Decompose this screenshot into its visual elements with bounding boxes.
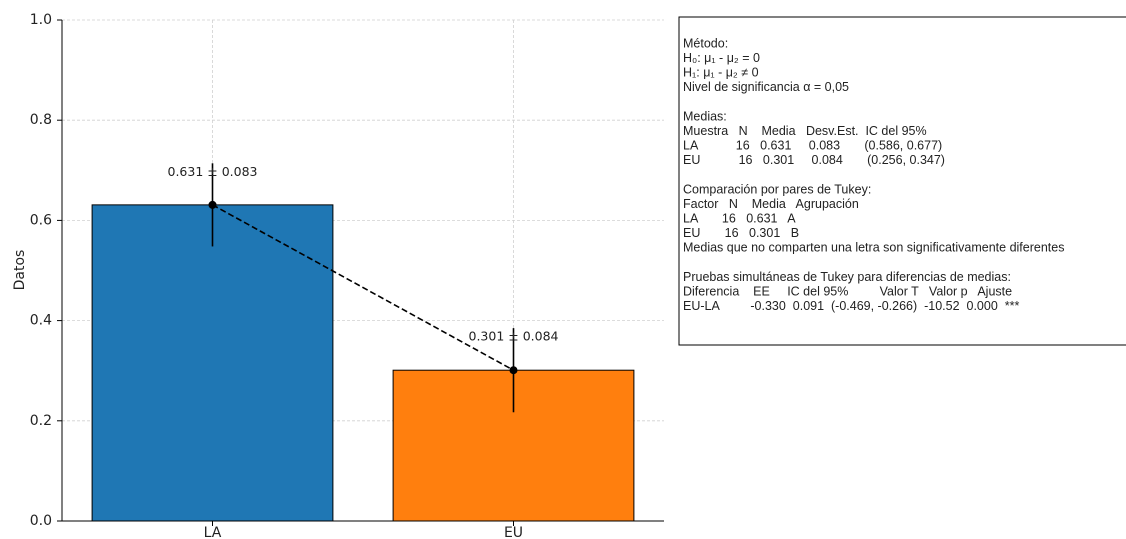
mean-line xyxy=(212,204,514,371)
stats-line: EU 16 0.301 0.084 (0.256, 0.347) xyxy=(683,153,945,167)
mean-dot xyxy=(208,200,217,209)
stats-line: LA 16 0.631 A xyxy=(683,211,796,225)
stats-line: H₀: μ₁ - μ₂ = 0 xyxy=(683,51,760,65)
stats-line: Pruebas simultáneas de Tukey para difere… xyxy=(683,270,1011,284)
y-tick-label: 0.4 xyxy=(30,313,52,329)
mean-dot xyxy=(509,366,518,375)
stats-line: Comparación por pares de Tukey: xyxy=(683,182,871,196)
value-label: 0.301 ± 0.084 xyxy=(469,329,559,344)
x-tick-label: EU xyxy=(504,525,523,539)
stats-line: EU 16 0.301 B xyxy=(683,226,799,240)
y-axis-label: Datos xyxy=(12,250,28,291)
stats-line: H₁: μ₁ - μ₂ ≠ 0 xyxy=(683,65,759,79)
y-tick-label: 0.6 xyxy=(30,212,52,228)
y-tick-label: 0.8 xyxy=(30,112,52,128)
bar xyxy=(91,204,334,522)
y-tick-label: 1.0 xyxy=(30,12,52,28)
stats-line: EU-LA -0.330 0.091 (-0.469, -0.266) -10.… xyxy=(683,299,1019,313)
stats-line: Nivel de significancia α = 0,05 xyxy=(683,80,849,94)
stats-line: Muestra N Media Desv.Est. IC del 95% xyxy=(683,124,927,138)
stats-box xyxy=(678,16,1126,346)
stats-text: Método:H₀: μ₁ - μ₂ = 0H₁: μ₁ - μ₂ ≠ 0Niv… xyxy=(683,36,1064,313)
stats-line: Factor N Media Agrupación xyxy=(683,197,859,211)
stats-line: Método: xyxy=(683,36,728,50)
stats-line: Medias: xyxy=(683,109,727,123)
y-tick-label: 0.0 xyxy=(30,513,52,529)
stats-line: Diferencia EE IC del 95% Valor T Valor p… xyxy=(683,284,1012,298)
stats-line: LA 16 0.631 0.083 (0.586, 0.677) xyxy=(683,138,942,152)
stats-line: Medias que no comparten una letra son si… xyxy=(683,241,1064,255)
value-label: 0.631 ± 0.083 xyxy=(168,164,258,179)
y-tick-label: 0.2 xyxy=(30,413,52,429)
x-tick-label: LA xyxy=(204,525,222,539)
